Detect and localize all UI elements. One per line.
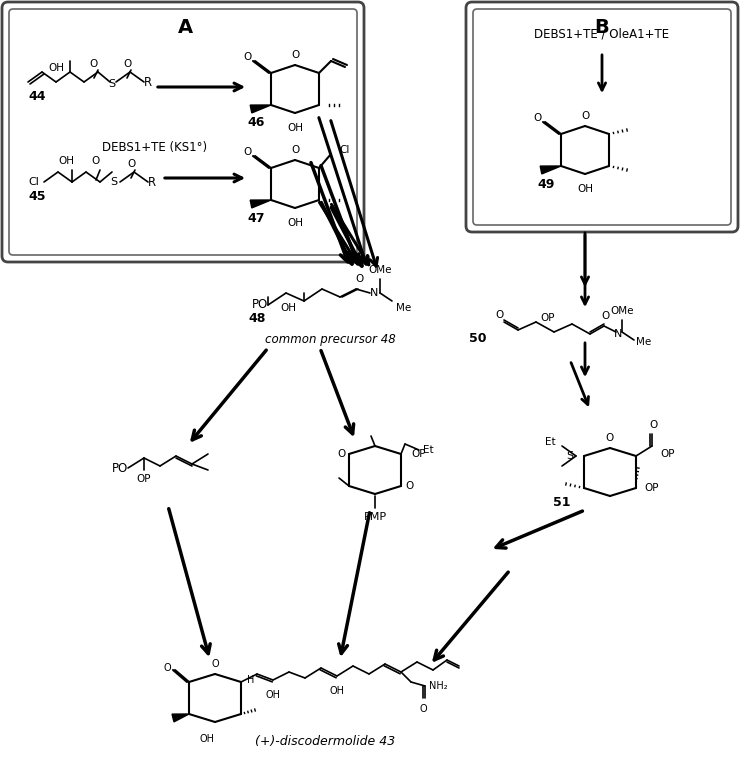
Text: NH₂: NH₂: [429, 681, 448, 691]
Text: O: O: [606, 433, 614, 443]
Text: O: O: [581, 111, 589, 121]
Text: OP: OP: [137, 474, 151, 484]
Text: O: O: [92, 156, 100, 166]
Text: DEBS1+TE / OleA1+TE: DEBS1+TE / OleA1+TE: [534, 27, 670, 40]
Text: O: O: [356, 274, 364, 284]
Text: 51: 51: [553, 495, 570, 508]
Polygon shape: [250, 105, 271, 113]
Text: A: A: [178, 18, 192, 37]
Text: OH: OH: [48, 63, 64, 73]
Text: OP: OP: [644, 483, 659, 493]
Text: DEBS1+TE (KS1°): DEBS1+TE (KS1°): [102, 142, 207, 154]
Text: H: H: [247, 675, 255, 685]
Text: S: S: [109, 79, 115, 89]
Text: Me: Me: [636, 337, 651, 347]
Text: O: O: [90, 59, 98, 69]
Text: 46: 46: [248, 116, 265, 129]
Text: (+)-discodermolide 43: (+)-discodermolide 43: [255, 735, 395, 749]
Text: O: O: [405, 481, 413, 491]
Text: R: R: [144, 75, 152, 88]
Text: 48: 48: [249, 312, 266, 326]
Text: OP: OP: [541, 313, 555, 323]
Text: PMP: PMP: [363, 512, 386, 522]
Text: Et: Et: [423, 445, 434, 455]
Text: OH: OH: [287, 218, 303, 228]
Text: common precursor 48: common precursor 48: [265, 333, 395, 346]
Polygon shape: [172, 714, 189, 722]
Text: OH: OH: [287, 123, 303, 133]
Text: Me: Me: [396, 303, 411, 313]
FancyBboxPatch shape: [466, 2, 738, 232]
Text: B: B: [595, 18, 609, 37]
Text: O: O: [123, 59, 131, 69]
Text: 44: 44: [28, 89, 45, 102]
Text: O: O: [211, 659, 219, 669]
FancyBboxPatch shape: [2, 2, 364, 262]
Text: OH: OH: [280, 303, 296, 313]
Polygon shape: [540, 166, 561, 174]
Text: OP: OP: [660, 449, 674, 459]
Text: 45: 45: [28, 190, 45, 202]
Text: O: O: [243, 147, 251, 157]
FancyBboxPatch shape: [473, 9, 731, 225]
Text: O: O: [650, 420, 658, 430]
Text: PO: PO: [252, 298, 268, 312]
Text: 49: 49: [538, 177, 555, 191]
Text: 47: 47: [247, 212, 265, 225]
Text: OMe: OMe: [369, 265, 391, 275]
Text: O: O: [243, 52, 251, 62]
Text: OMe: OMe: [610, 306, 633, 316]
Text: OH: OH: [58, 156, 74, 166]
Text: O: O: [496, 310, 504, 320]
Text: OH: OH: [329, 686, 345, 696]
Text: OH: OH: [200, 734, 215, 744]
Polygon shape: [250, 200, 271, 208]
Text: S: S: [566, 451, 574, 461]
Text: OH: OH: [266, 690, 280, 700]
Text: N: N: [370, 288, 378, 298]
Text: O: O: [419, 704, 427, 714]
Text: O: O: [164, 663, 171, 673]
Text: O: O: [291, 145, 299, 155]
Text: O: O: [337, 449, 345, 459]
Text: O: O: [127, 159, 135, 169]
Text: OH: OH: [577, 184, 593, 194]
Text: OP: OP: [411, 449, 426, 459]
Text: 50: 50: [468, 332, 486, 345]
Text: Et: Et: [545, 437, 556, 447]
Text: O: O: [602, 311, 610, 321]
Text: Cl: Cl: [28, 177, 39, 187]
Text: S: S: [110, 177, 118, 187]
Text: N: N: [613, 329, 622, 339]
Text: Cl: Cl: [339, 145, 349, 155]
FancyBboxPatch shape: [9, 9, 357, 255]
Text: PO: PO: [112, 461, 128, 474]
Text: R: R: [148, 175, 156, 188]
Text: O: O: [291, 50, 299, 60]
Text: O: O: [533, 113, 541, 123]
